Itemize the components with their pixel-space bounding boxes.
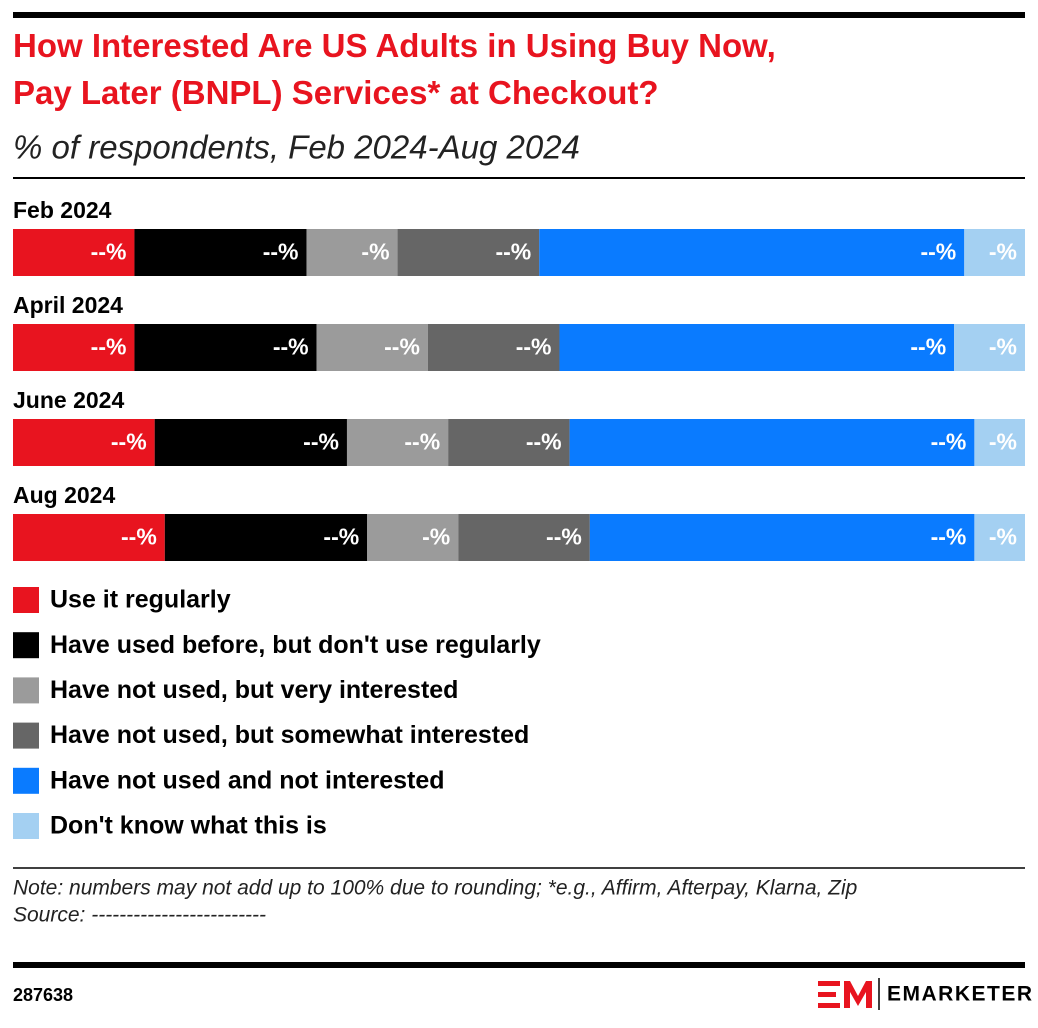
bar-segment [458,514,590,561]
bar-segment [559,324,955,371]
legend-label: Have not used, but somewhat interested [50,721,529,749]
value-label: --% [910,334,946,360]
value-label: --% [526,429,562,455]
value-label: --% [404,429,440,455]
bar-segment [974,419,1025,466]
category-label: Feb 2024 [13,197,112,223]
legend-swatch [13,632,39,659]
value-label: --% [323,524,359,550]
category-label: June 2024 [13,387,124,413]
bar-segment [427,324,560,371]
bar-segment [974,514,1025,561]
note: Note: numbers may not add up to 100% due… [13,877,857,900]
value-label: --% [546,524,582,550]
value-label: --% [516,334,552,360]
bottom-rule [13,962,1025,968]
value-label: --% [931,524,967,550]
bar-segment [154,419,347,466]
bar-segment [954,324,1025,371]
value-label: -% [989,429,1017,455]
brand: EMARKETER [887,983,1034,1006]
bar-segment [964,229,1025,276]
legend-label: Have not used and not interested [50,766,445,794]
bar-segment [539,229,965,276]
value-label: --% [384,334,420,360]
value-label: --% [121,524,157,550]
legend-label: Don't know what this is [50,812,327,840]
legend-swatch [13,722,39,749]
value-label: -% [361,239,389,265]
value-label: --% [111,429,147,455]
legend-swatch [13,767,39,794]
bar-segment [397,229,540,276]
value-label: -% [989,239,1017,265]
legend-swatch [13,677,39,704]
value-label: --% [263,239,299,265]
logo-icon [818,981,872,1008]
bar-segment [316,324,428,371]
value-label: --% [303,429,339,455]
value-label: --% [273,334,309,360]
top-rule [13,12,1025,18]
value-label: -% [989,524,1017,550]
value-label: --% [495,239,531,265]
bar-segment [13,229,135,276]
bar-segment [589,514,975,561]
bar-segment [134,324,317,371]
bar-segment [13,514,165,561]
bar-segment [367,514,459,561]
legend-label: Have not used, but very interested [50,676,458,704]
bar-segment [134,229,307,276]
bar-segment [13,419,155,466]
legend-swatch [13,813,39,839]
bar-segment [346,419,449,466]
value-label: -% [989,334,1017,360]
value-label: --% [931,429,967,455]
legend-label: Have used before, but don't use regularl… [50,631,541,659]
value-label: --% [91,334,127,360]
bar-segment [164,514,368,561]
legend-label: Use it regularly [50,586,231,614]
chart-subtitle: % of respondents, Feb 2024-Aug 2024 [13,129,580,166]
value-label: -% [422,524,450,550]
category-label: April 2024 [13,292,123,318]
bar-segment [306,229,398,276]
bar-segment [569,419,975,466]
category-label: Aug 2024 [13,482,115,508]
bar-segment [13,324,135,371]
value-label: --% [920,239,956,265]
source: Source: ------------------------- [13,904,266,927]
chart-id: 287638 [13,985,73,1005]
legend-swatch [13,587,39,613]
chart-title: How Interested Are US Adults in Using Bu… [13,27,776,111]
value-label: --% [91,239,127,265]
bar-segment [448,419,570,466]
